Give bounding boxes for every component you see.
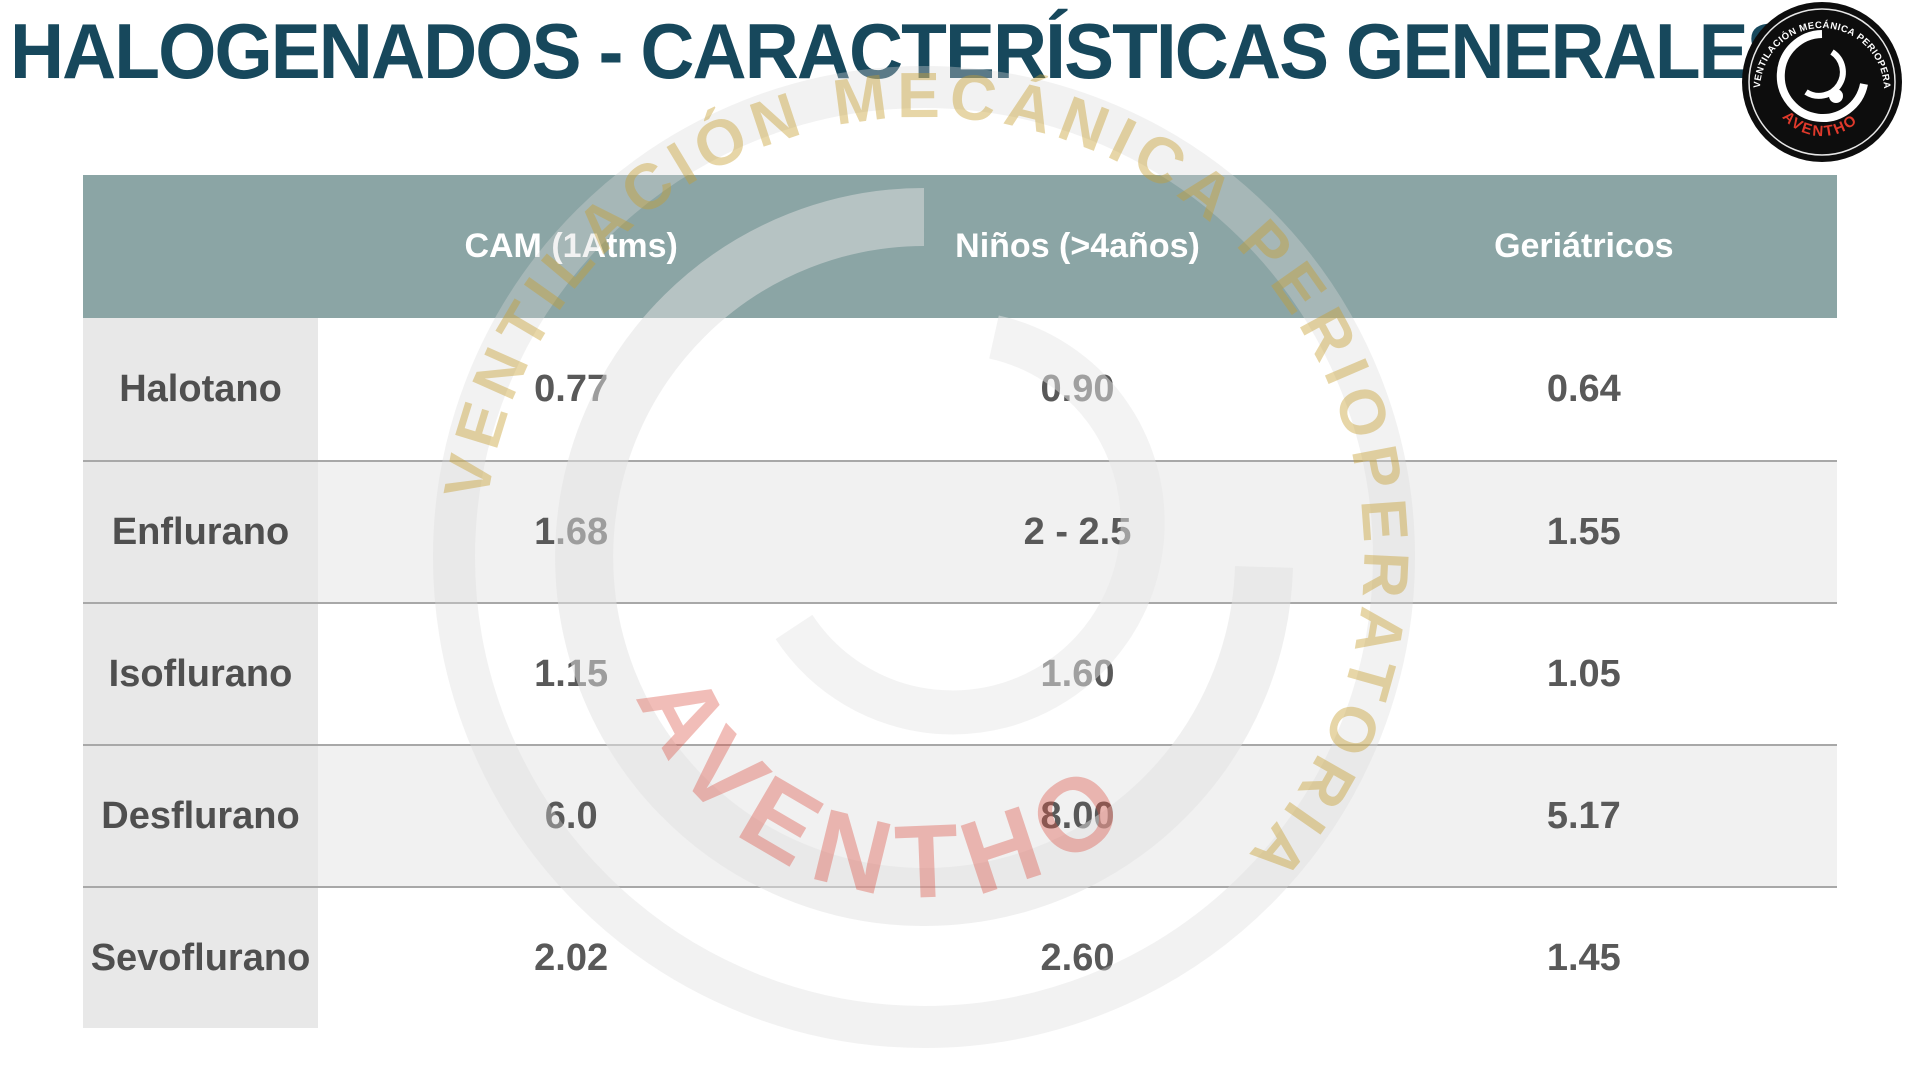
cell-value: 1.15	[318, 602, 825, 744]
page-title: HALOGENADOS - CARACTERÍSTICAS GENERALES	[10, 7, 1797, 95]
row-label: Halotano	[83, 318, 318, 460]
logo-disc-icon	[1742, 2, 1902, 162]
cell-value: 1.55	[1330, 460, 1837, 602]
cell-value: 8.00	[824, 744, 1331, 886]
row-label: Enflurano	[83, 460, 318, 602]
halogenados-table: CAM (1Atms) Niños (>4años) Geriátricos H…	[83, 175, 1837, 1028]
row-label: Sevoflurano	[83, 886, 318, 1028]
header-empty-cell	[83, 175, 318, 318]
cell-value: 0.77	[318, 318, 825, 460]
header-geriatricos: Geriátricos	[1330, 175, 1837, 318]
header-ninos: Niños (>4años)	[824, 175, 1331, 318]
cell-value: 1.68	[318, 460, 825, 602]
row-label: Desflurano	[83, 744, 318, 886]
logo-dot-icon	[1829, 89, 1843, 103]
cell-value: 2.02	[318, 886, 825, 1028]
cell-value: 5.17	[1330, 744, 1837, 886]
header-cam: CAM (1Atms)	[318, 175, 825, 318]
cell-value: 1.60	[824, 602, 1331, 744]
cell-value: 1.05	[1330, 602, 1837, 744]
cell-value: 2.60	[824, 886, 1331, 1028]
row-label: Isoflurano	[83, 602, 318, 744]
cell-value: 0.64	[1330, 318, 1837, 460]
cell-value: 2 - 2.5	[824, 460, 1331, 602]
logo-swirl-icon	[1776, 30, 1868, 122]
aventho-logo: VENTILACIÓN MECÁNICA PERIOPERATORIA AVEN…	[1740, 0, 1902, 162]
cell-value: 1.45	[1330, 886, 1837, 1028]
logo-swirl-inner-icon	[1804, 49, 1846, 99]
logo-ring-icon	[1748, 8, 1896, 156]
cell-value: 6.0	[318, 744, 825, 886]
cell-value: 0.90	[824, 318, 1331, 460]
